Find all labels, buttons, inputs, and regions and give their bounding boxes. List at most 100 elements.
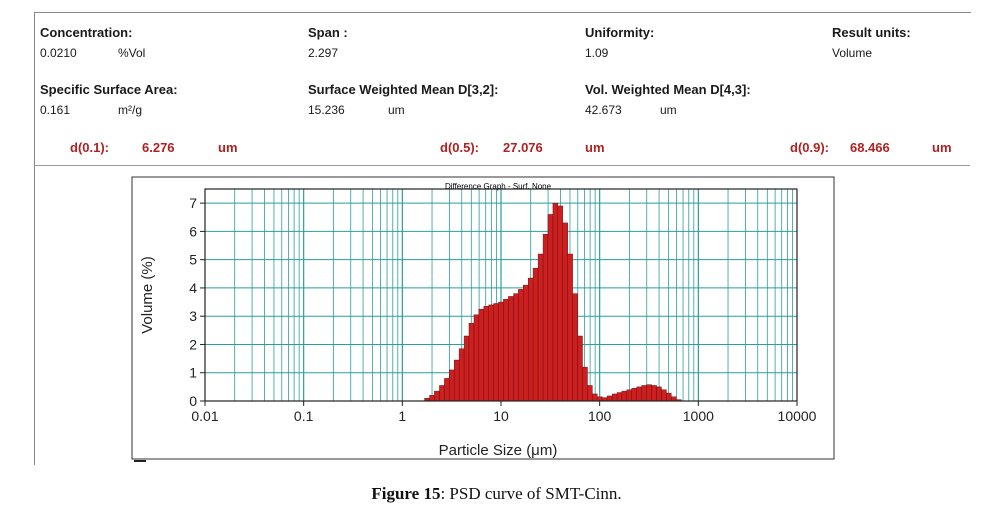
header-separator	[34, 165, 970, 166]
ssa-label: Specific Surface Area:	[40, 82, 178, 97]
bar	[606, 395, 613, 402]
x-tick-label: 10	[493, 408, 509, 424]
bar	[468, 323, 475, 402]
d09-unit: um	[932, 140, 952, 155]
ssa-unit: m²/g	[118, 103, 142, 117]
bar	[626, 389, 633, 402]
bar	[552, 202, 559, 402]
bar	[646, 384, 652, 402]
d01-label: d(0.1):	[70, 140, 109, 155]
d09-label: d(0.9):	[790, 140, 829, 155]
bar	[661, 389, 667, 402]
bar	[592, 393, 598, 402]
d32-label: Surface Weighted Mean D[3,2]:	[308, 82, 499, 97]
x-tick-label: 1000	[683, 408, 714, 424]
ssa-value: 0.161	[40, 103, 71, 117]
uniformity-label: Uniformity:	[585, 25, 655, 40]
d32-unit: um	[388, 103, 405, 117]
bar	[636, 386, 642, 402]
y-axis-label: Volume (%)	[139, 256, 156, 334]
x-tick-label: 10000	[778, 408, 817, 424]
x-tick-label: 0.1	[294, 408, 314, 424]
bar	[651, 385, 657, 402]
caption-text: : PSD curve of SMT-Cinn.	[440, 484, 622, 503]
d09-value: 68.466	[850, 140, 890, 155]
span-label: Span :	[308, 25, 348, 40]
y-tick-label: 4	[189, 280, 197, 296]
d32-value: 15.236	[308, 103, 345, 117]
bar	[458, 348, 465, 402]
psd-chart: 0 1 2 3 4 5 6 7 0.01 0.1 1 10 100 1000 10000 Differenc…	[131, 176, 835, 460]
bar	[621, 390, 628, 402]
caption-prefix: Figure 15	[371, 484, 441, 503]
result-units-value: Volume	[832, 46, 873, 60]
bar	[666, 392, 672, 402]
y-tick-label: 6	[189, 223, 197, 239]
d05-label: d(0.5):	[440, 140, 479, 155]
bar	[656, 386, 662, 402]
d01-unit: um	[218, 140, 238, 155]
y-tick-label: 2	[189, 336, 197, 352]
y-tick-label: 1	[189, 365, 197, 381]
bar	[631, 388, 637, 402]
chart-title: Difference Graph - Surf. None	[445, 182, 552, 191]
bar	[508, 296, 514, 402]
y-tick-label: 3	[189, 308, 197, 324]
uniformity-value: 1.09	[585, 46, 609, 60]
x-tick-label: 1	[398, 408, 406, 424]
bar	[572, 293, 578, 402]
chart-axes: 0 1 2 3 4 5 6 7 0.01 0.1 1 10 100 1000 10000	[189, 188, 817, 424]
y-tick-label: 7	[189, 195, 197, 211]
bar	[463, 335, 470, 402]
bar	[444, 378, 450, 402]
concentration-label: Concentration:	[40, 25, 133, 40]
bar	[478, 308, 485, 402]
y-tick-label: 0	[189, 393, 197, 409]
bar	[542, 234, 549, 402]
bar	[547, 214, 554, 402]
bar	[483, 306, 490, 402]
bar	[532, 267, 539, 402]
x-tick-label: 100	[588, 408, 612, 424]
bar	[493, 303, 499, 402]
bar	[641, 385, 647, 402]
d05-unit: um	[585, 140, 605, 155]
x-axis-label: Particle Size (μm)	[439, 442, 558, 459]
bar	[582, 366, 588, 402]
bar	[434, 390, 440, 402]
d43-value: 42.673	[585, 103, 622, 117]
d43-label: Vol. Weighted Mean D[4,3]:	[585, 82, 751, 97]
bar	[616, 392, 623, 402]
y-tick-label: 5	[189, 252, 197, 268]
d01-value: 6.276	[142, 140, 175, 155]
bottom-mark	[134, 460, 146, 462]
result-units-label: Result units:	[832, 25, 911, 40]
bar	[488, 304, 494, 402]
bar	[498, 301, 504, 402]
bar	[473, 314, 480, 402]
bar	[596, 396, 603, 402]
bar	[567, 253, 573, 402]
bar	[429, 395, 435, 402]
bar	[611, 393, 618, 402]
report-frame	[34, 12, 971, 465]
bar	[523, 284, 529, 402]
bar	[587, 385, 593, 402]
bar	[562, 222, 568, 402]
bar	[503, 299, 509, 402]
d43-unit: um	[660, 103, 677, 117]
bar	[449, 369, 455, 402]
span-value: 2.297	[308, 46, 339, 60]
bar	[537, 253, 544, 402]
bar	[454, 359, 460, 402]
bar	[439, 385, 445, 402]
concentration-value: 0.0210	[40, 46, 77, 60]
bar	[513, 293, 519, 402]
chart-bars	[424, 202, 682, 402]
bar	[557, 205, 563, 402]
d05-value: 27.076	[503, 140, 543, 155]
chart-outer-frame	[131, 176, 835, 460]
bar	[518, 289, 524, 402]
bar	[528, 277, 534, 402]
concentration-unit: %Vol	[118, 46, 146, 60]
